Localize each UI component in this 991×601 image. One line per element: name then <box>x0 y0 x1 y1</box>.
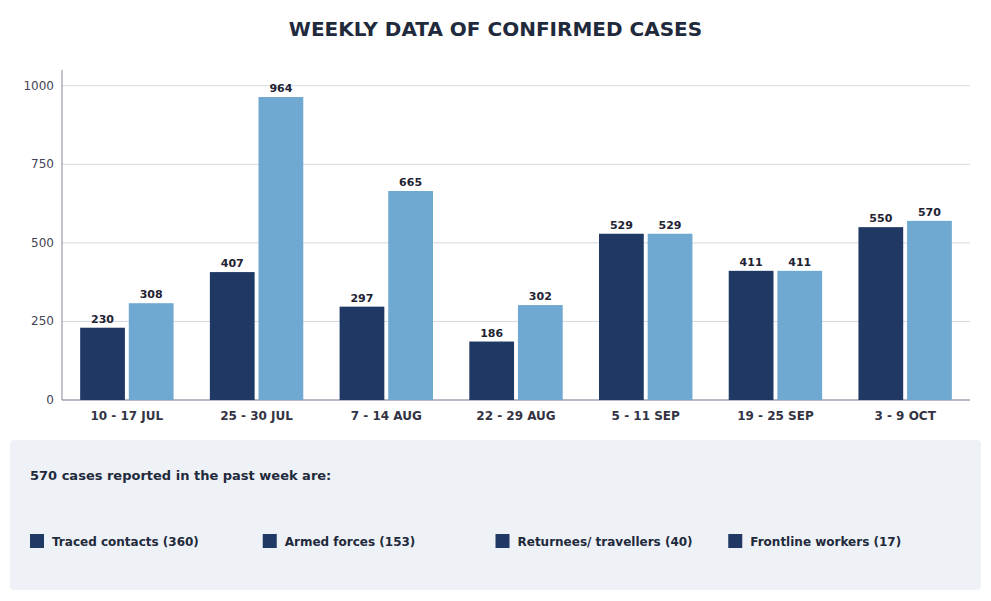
page: {"chart_data": {"type": "bar", "title": … <box>0 0 991 601</box>
data-label: 529 <box>610 219 633 232</box>
grid-line <box>62 321 970 322</box>
data-label: 308 <box>140 288 163 301</box>
y-tick-label: 750 <box>31 157 54 171</box>
y-tick-label: 0 <box>46 393 54 407</box>
bar <box>129 303 174 400</box>
bar <box>518 305 563 400</box>
annotation-swatch <box>496 534 510 548</box>
bar <box>259 97 304 400</box>
annotation: Returnees/ travellers (40) <box>518 535 693 549</box>
bar <box>469 342 514 400</box>
x-tick-label: 22 - 29 AUG <box>476 409 555 423</box>
annotation: Armed forces (153) <box>285 535 416 549</box>
bar <box>777 271 822 400</box>
data-label: 411 <box>788 256 811 269</box>
data-label: 407 <box>221 257 244 270</box>
x-tick-label: 19 - 25 SEP <box>737 409 814 423</box>
y-tick-label: 1000 <box>23 79 54 93</box>
bar <box>210 272 255 400</box>
grid-line <box>62 400 970 401</box>
x-tick-label: 5 - 11 SEP <box>612 409 680 423</box>
grid-line <box>62 85 970 86</box>
x-tick-label: 25 - 30 JUL <box>220 409 293 423</box>
grid-line <box>62 164 970 165</box>
data-label: 302 <box>529 290 552 303</box>
x-tick-label: 7 - 14 AUG <box>351 409 422 423</box>
bar <box>340 307 385 400</box>
bar <box>388 191 433 400</box>
bar <box>648 234 693 400</box>
x-axis-ticks: 10 - 17 JUL 25 - 30 JUL 7 - 14 AUG 22 - 29 … <box>90 409 936 423</box>
data-label: 230 <box>91 313 114 326</box>
x-tick-label: 10 - 17 JUL <box>90 409 163 423</box>
chart-title: WEEKLY DATA OF CONFIRMED CASES <box>289 17 702 41</box>
data-label: 570 <box>918 206 941 219</box>
x-tick-label: 3 - 9 OCT <box>874 409 936 423</box>
bar <box>729 271 774 400</box>
data-label: 297 <box>350 292 373 305</box>
data-label: 186 <box>480 327 503 340</box>
annotation: 570 cases reported in the past week are: <box>30 468 331 483</box>
footer-panel <box>10 440 981 590</box>
bar <box>907 221 952 400</box>
data-labels: 230 308 407 964 297 665 186 302 529 529 411 411 550 5… <box>91 82 941 340</box>
data-label: 411 <box>740 256 763 269</box>
y-axis-ticks: 0 250 500 750 1000 <box>23 79 54 407</box>
grid <box>62 86 970 400</box>
chart-canvas: WEEKLY DATA OF CONFIRMED CASES 0 250 500 750… <box>0 0 991 601</box>
bar <box>599 234 644 400</box>
annotation-swatch <box>30 534 44 548</box>
y-tick-label: 250 <box>31 314 54 328</box>
bar <box>80 328 125 400</box>
annotation: Traced contacts (360) <box>52 535 199 549</box>
grid-line <box>62 242 970 243</box>
data-label: 529 <box>659 219 682 232</box>
x-axis-line <box>62 400 970 401</box>
footer: 570 cases reported in the past week are:… <box>10 440 981 590</box>
bar <box>858 227 903 400</box>
data-label: 550 <box>869 212 892 225</box>
data-label: 964 <box>269 82 292 95</box>
annotation-swatch <box>728 534 742 548</box>
y-axis-line <box>62 70 63 400</box>
annotation: Frontline workers (17) <box>750 535 901 549</box>
bars <box>80 97 952 400</box>
y-tick-label: 500 <box>31 236 54 250</box>
data-label: 665 <box>399 176 422 189</box>
annotation-swatch <box>263 534 277 548</box>
